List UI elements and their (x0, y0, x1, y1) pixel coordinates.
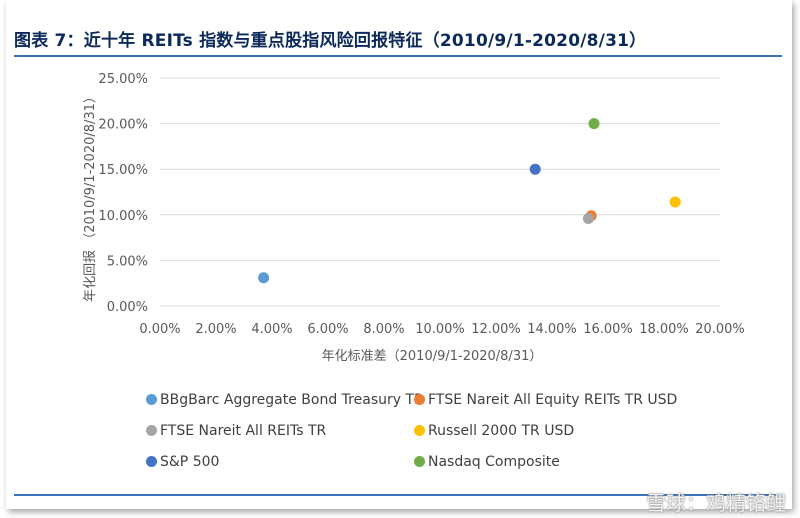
x-axis-label: 年化标准差（2010/9/1-2020/8/31） (322, 349, 543, 364)
legend-label: FTSE Nareit All Equity REITs TR USD (428, 392, 678, 408)
legend-marker (146, 455, 157, 467)
legend-marker (146, 424, 157, 436)
data-point (669, 196, 681, 208)
y-tick-label: 20.00% (98, 118, 148, 133)
legend-label: Russell 2000 TR USD (428, 423, 575, 439)
data-point (588, 118, 600, 130)
legend-item: Nasdaq Composite (414, 454, 560, 470)
x-tick-label: 10.00% (415, 322, 465, 337)
y-tick-label: 15.00% (98, 163, 148, 178)
y-axis-label: 年化回报 （2010/9/1-2020/8/31） (83, 90, 98, 302)
legend-label: Nasdaq Composite (428, 454, 560, 470)
title-divider (14, 55, 782, 57)
chart-frame (6, 0, 792, 509)
x-tick-label: 0.00% (139, 322, 180, 337)
legend-item: S&P 500 (146, 454, 219, 470)
legend-marker (414, 424, 425, 436)
legend-marker (414, 455, 425, 467)
legend-item: FTSE Nareit All Equity REITs TR USD (414, 392, 677, 408)
x-tick-label: 6.00% (307, 322, 348, 337)
x-tick-label: 18.00% (639, 322, 689, 337)
x-tick-label: 2.00% (195, 322, 236, 337)
y-tick-label: 0.00% (107, 300, 148, 315)
legend-item: Russell 2000 TR USD (414, 423, 574, 439)
y-tick-label: 5.00% (107, 254, 148, 269)
y-tick-label: 10.00% (98, 209, 148, 224)
chart-title: 图表 7：近十年 REITs 指数与重点股指风险回报特征（2010/9/1-20… (14, 31, 647, 51)
legend-item: FTSE Nareit All REITs TR (146, 423, 326, 439)
bottom-divider (14, 494, 782, 496)
legend-label: S&P 500 (160, 454, 220, 470)
x-tick-label: 12.00% (471, 322, 521, 337)
y-tick-label: 25.00% (98, 72, 148, 87)
data-point (258, 272, 270, 284)
x-tick-label: 4.00% (251, 322, 292, 337)
x-tick-label: 8.00% (363, 322, 404, 337)
watermark: 雪球：鸡精铬鲤 (646, 491, 786, 515)
legend-label: FTSE Nareit All REITs TR (160, 423, 327, 439)
legend-marker (146, 393, 157, 405)
x-tick-label: 16.00% (583, 322, 633, 337)
data-point (529, 163, 541, 175)
legend-marker (414, 393, 425, 405)
x-tick-label: 14.00% (527, 322, 577, 337)
legend-item: BBgBarc Aggregate Bond Treasury TR (146, 392, 424, 408)
x-tick-label: 20.00% (695, 322, 745, 337)
data-point (582, 212, 594, 224)
legend-label: BBgBarc Aggregate Bond Treasury TR (160, 392, 424, 408)
